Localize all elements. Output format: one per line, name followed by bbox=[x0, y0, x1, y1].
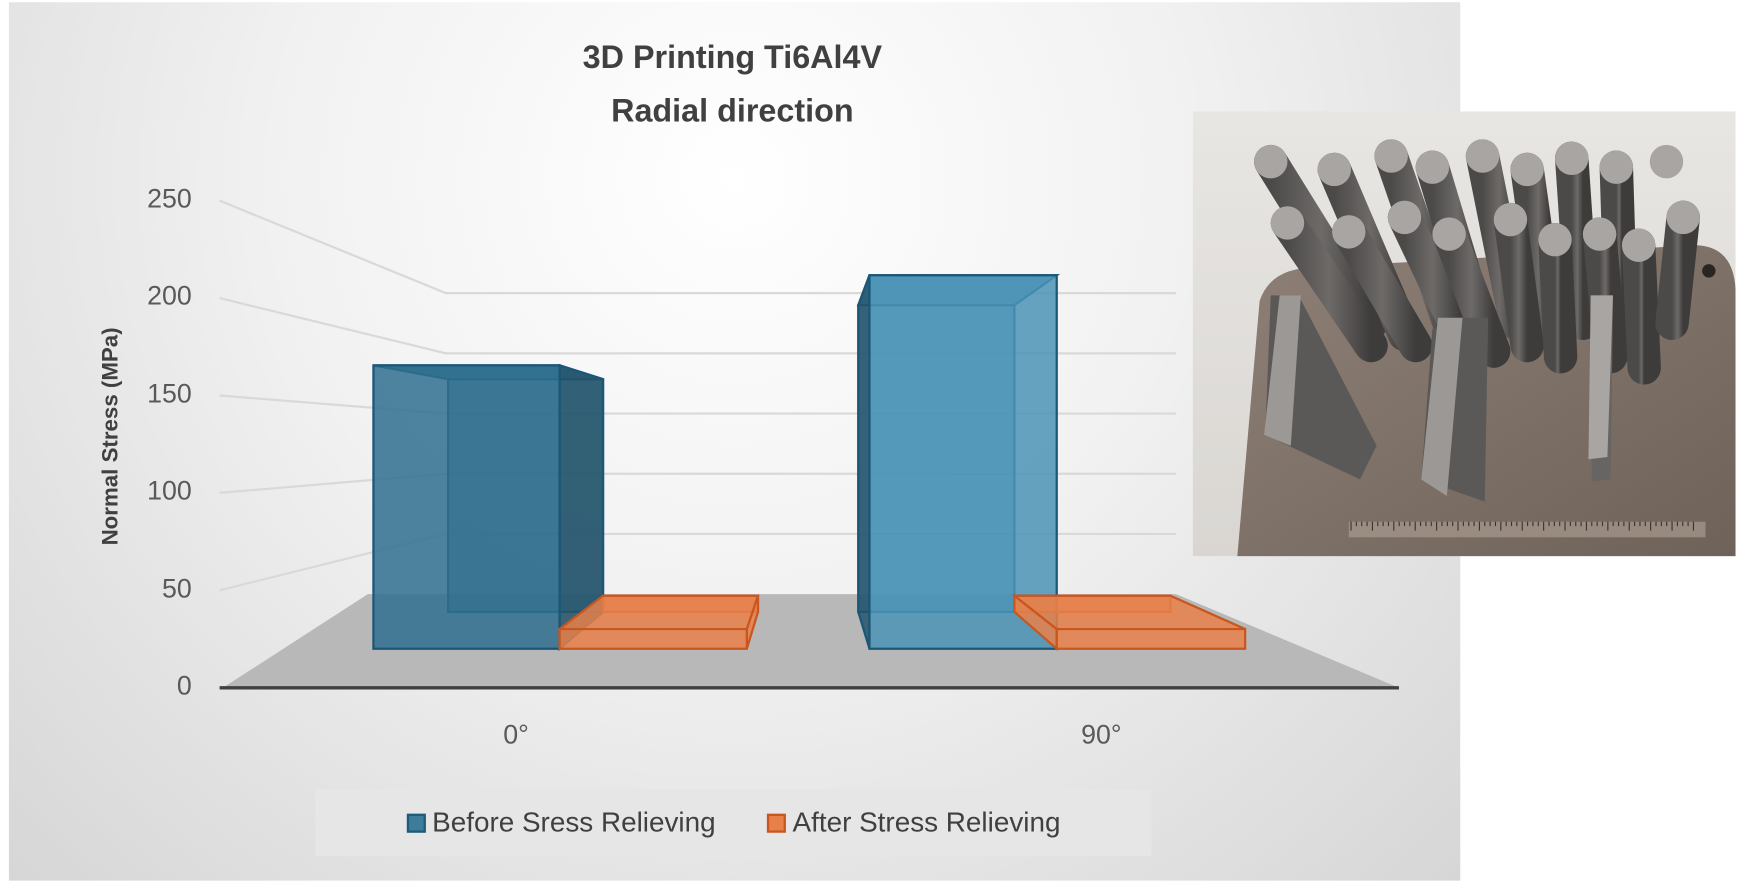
bar-side-face bbox=[857, 274, 871, 650]
legend-swatch-orange bbox=[766, 813, 786, 833]
specimen-rod bbox=[1538, 222, 1578, 374]
y-axis-label: Normal Stress (MPa) bbox=[98, 327, 124, 546]
specimen-rod bbox=[1621, 228, 1661, 385]
specimen-rod-end bbox=[1538, 222, 1572, 257]
specimen-rod-end bbox=[1254, 144, 1288, 179]
specimen-rod bbox=[1555, 141, 1600, 340]
legend-item-before: Before Sress Relieving bbox=[406, 806, 716, 838]
bar-after-0 bbox=[558, 627, 748, 650]
legend: Before Sress Relieving After Stress Reli… bbox=[315, 789, 1152, 857]
bar-before-1 bbox=[868, 274, 1058, 650]
specimen-rod-end bbox=[1649, 144, 1684, 179]
legend-label: Before Sress Relieving bbox=[432, 806, 716, 838]
bar-after-1 bbox=[1055, 627, 1247, 650]
legend-label: After Stress Relieving bbox=[792, 806, 1061, 838]
specimen-rod-end bbox=[1415, 150, 1450, 184]
specimen-rod-end bbox=[1387, 200, 1422, 235]
legend-swatch-blue bbox=[406, 813, 426, 833]
specimen-rod-end bbox=[1621, 228, 1656, 262]
y-tick-label: 250 bbox=[147, 183, 192, 215]
chart-plot bbox=[219, 199, 1399, 690]
specimen-rod bbox=[1493, 202, 1544, 363]
specimen-rod-end bbox=[1493, 202, 1528, 237]
bar-before-0 bbox=[372, 364, 561, 650]
y-tick-label: 100 bbox=[147, 476, 192, 507]
specimen-rod-end bbox=[1270, 206, 1305, 240]
specimen-rod-end bbox=[1317, 152, 1352, 187]
y-tick-label: 150 bbox=[147, 378, 192, 409]
specimen-rod-end bbox=[1432, 217, 1466, 251]
chart-title-line-2: Radial direction bbox=[611, 93, 854, 130]
specimen-rod-end bbox=[1599, 150, 1634, 184]
specimen-rod-end bbox=[1374, 139, 1408, 173]
specimen-rod-end bbox=[1510, 152, 1544, 187]
specimen-rod bbox=[1332, 215, 1433, 363]
ti6al4v-printed-specimens-photo bbox=[1192, 111, 1736, 557]
x-tick-label: 0° bbox=[503, 720, 529, 751]
specimen-rod-end bbox=[1582, 217, 1617, 251]
y-tick-label: 0 bbox=[176, 671, 192, 702]
specimen-rod bbox=[1387, 200, 1477, 352]
specimen-rod-end bbox=[1332, 215, 1366, 249]
chart-title-line-1: 3D Printing Ti6Al4V bbox=[582, 40, 883, 76]
specimen-rod-end bbox=[1666, 200, 1700, 235]
y-tick-label: 200 bbox=[147, 281, 192, 312]
specimen-rod bbox=[1270, 206, 1388, 363]
specimen-rod bbox=[1655, 200, 1700, 340]
specimen-rod-end bbox=[1555, 141, 1589, 176]
y-tick-label: 50 bbox=[161, 573, 192, 604]
specimen-rod-end bbox=[1465, 139, 1500, 173]
x-tick-label: 90° bbox=[1081, 720, 1122, 751]
legend-item-after: After Stress Relieving bbox=[766, 806, 1061, 838]
